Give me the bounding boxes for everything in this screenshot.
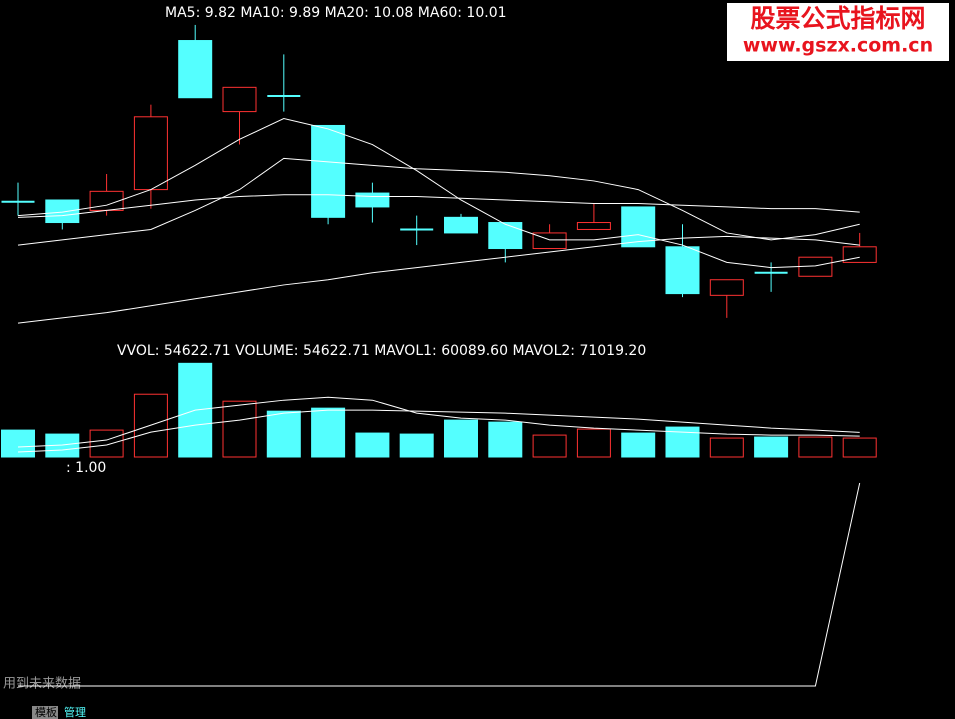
header-item: VOLUME: 54622.71 [235,343,370,359]
volume-bar [355,432,390,458]
volume-bar [266,410,301,458]
panel-header: MA5: 9.82 MA10: 9.89 MA20: 10.08 MA60: 1… [165,5,507,21]
volume-bar [399,433,434,458]
volume-bar [754,436,789,458]
candle-body [355,192,390,208]
header-item: VVOL: 54622.71 [117,343,231,359]
header-item: MA60: 10.01 [418,5,507,21]
ma-line [17,157,860,246]
volume-bar [488,421,523,458]
candle-body [665,246,700,295]
tab-bg [32,706,58,719]
header-item: MAVOL2: 71019.20 [512,343,646,359]
watermark-box [727,3,949,61]
volume-bar [842,437,877,458]
candle-body [222,86,257,113]
candle-body [133,116,168,191]
volume-bar [311,407,346,458]
panel-header: : 1.00 [66,460,106,476]
ma-line [17,118,860,269]
header-item: : 1.00 [66,460,106,476]
volume-bar [621,432,656,458]
watermark-title: 股票公式指标网 [750,4,925,33]
ma-line [17,235,860,324]
volume-bar [798,436,833,458]
header-item: MA5: 9.82 [165,5,236,21]
candle-body [45,199,80,224]
ma-line [18,482,861,687]
ma-line [17,194,860,218]
volume-bar [444,419,478,458]
tab[interactable]: 管理 [64,705,86,719]
tab[interactable]: 模板 [35,705,57,719]
volume-bar [222,400,257,458]
candle-body [488,222,523,250]
volume-bar [89,429,124,458]
ma-line [17,396,860,448]
candle-body [311,124,346,218]
volume-bar [1,429,35,458]
candle-body [576,222,611,230]
header-item: MA10: 9.89 [240,5,320,21]
volume-bar [576,428,611,458]
candle-body [709,279,744,296]
volume-bar [532,434,567,458]
candle-body [842,246,877,263]
panel-header: VVOL: 54622.71 VOLUME: 54622.71 MAVOL1: … [117,343,646,359]
header-item: MA20: 10.08 [325,5,414,21]
candle-body [621,206,656,248]
volume-bar [709,437,744,458]
ma-line [17,409,860,453]
candle-body [444,216,478,234]
header-item: MAVOL1: 60089.60 [374,343,508,359]
candle-body [178,40,213,99]
watermark-url: www.gszx.com.cn [743,35,933,57]
warning: 用到未来数据 [3,677,81,692]
